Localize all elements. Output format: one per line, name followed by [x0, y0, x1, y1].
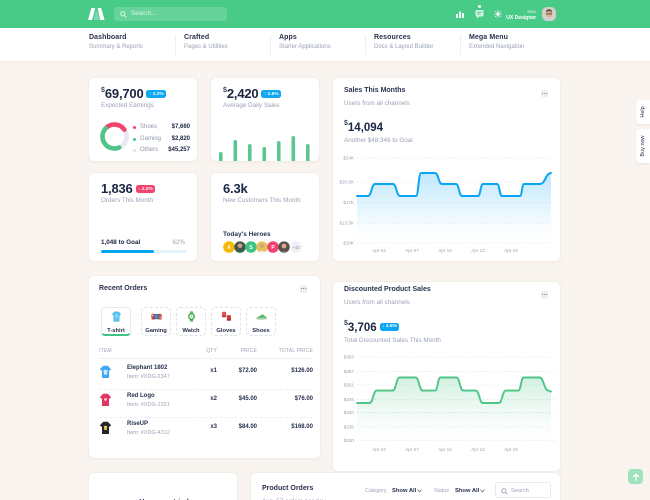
svg-text:Apr 16: Apr 16 [504, 447, 518, 452]
svg-text:$17K: $17K [343, 200, 355, 205]
svg-text:$346: $346 [344, 397, 355, 402]
svg-text:Apr 04: Apr 04 [372, 447, 386, 452]
svg-text:$24K: $24K [343, 156, 355, 161]
svg-text:$363: $363 [344, 355, 355, 360]
svg-text:Apr 16: Apr 16 [504, 248, 518, 253]
svg-text:$20.5K: $20.5K [339, 180, 354, 185]
svg-text:Apr 07: Apr 07 [405, 447, 419, 452]
svg-text:Apr 10: Apr 10 [438, 447, 452, 452]
svg-text:Apr 13: Apr 13 [471, 447, 485, 452]
svg-text:Apr 13: Apr 13 [471, 248, 485, 253]
svg-text:$340: $340 [344, 410, 355, 415]
svg-text:$351: $351 [344, 383, 355, 388]
svg-text:$10K: $10K [343, 241, 355, 246]
svg-text:+42: +42 [292, 245, 300, 250]
svg-text:$13.5K: $13.5K [339, 221, 354, 226]
svg-text:Apr 04: Apr 04 [372, 248, 386, 253]
svg-text:A: A [227, 245, 231, 251]
svg-text:P: P [271, 245, 275, 251]
svg-text:Apr 07: Apr 07 [405, 248, 419, 253]
svg-text:$335: $335 [344, 425, 355, 430]
svg-text:$357: $357 [344, 369, 355, 374]
svg-text:S: S [249, 245, 253, 251]
svg-text:Apr 10: Apr 10 [438, 248, 452, 253]
svg-text:$330: $330 [344, 438, 355, 443]
